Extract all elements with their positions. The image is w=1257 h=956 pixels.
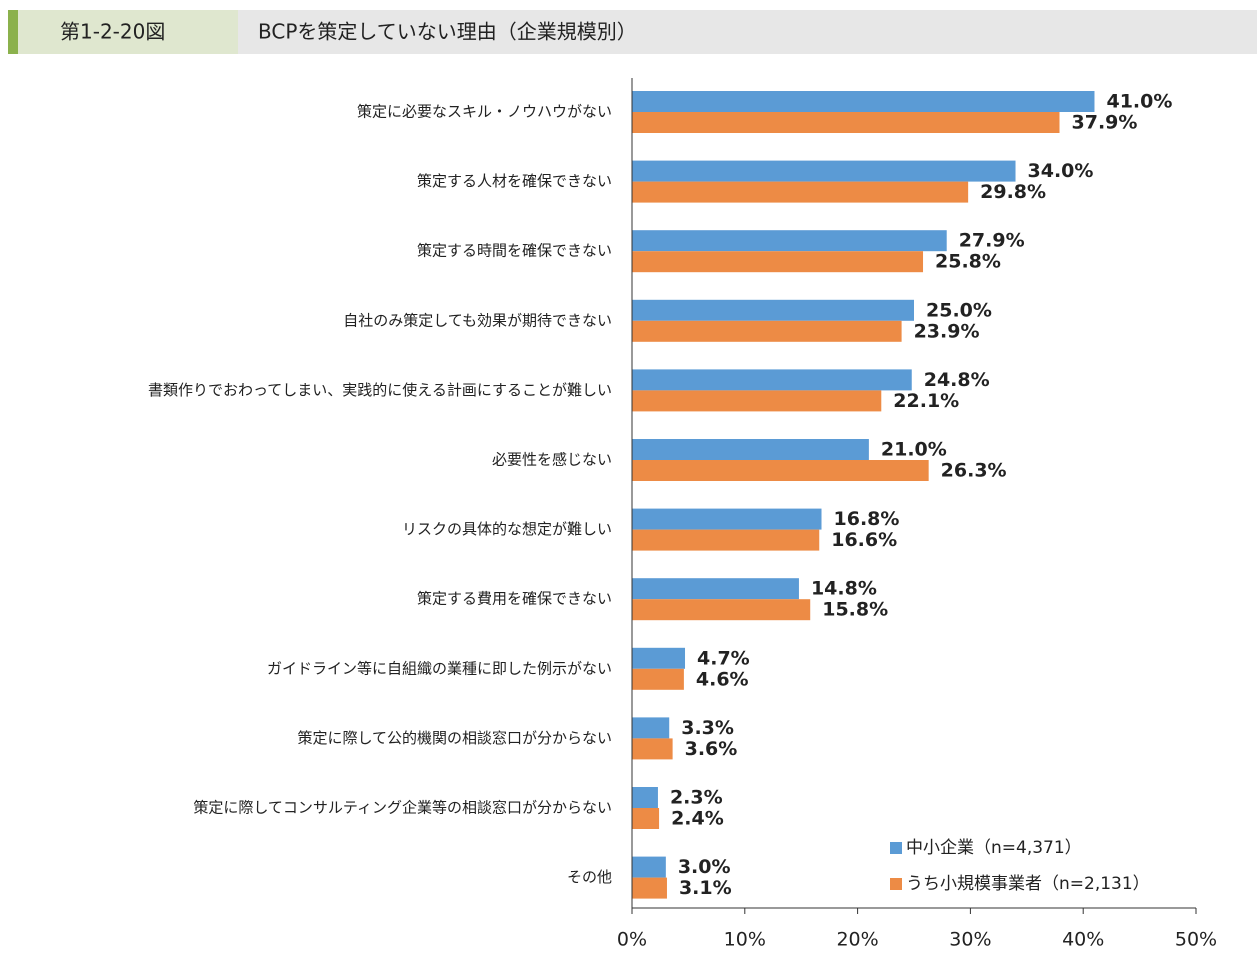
category-label: 策定に必要なスキル・ノウハウがない bbox=[357, 103, 612, 121]
bar bbox=[632, 160, 1016, 182]
category-label: リスクの具体的な想定が難しい bbox=[402, 520, 612, 538]
bar bbox=[632, 647, 686, 669]
bar bbox=[632, 91, 1095, 112]
value-label: 24.8% bbox=[924, 369, 990, 391]
value-label: 3.6% bbox=[685, 738, 738, 760]
chart-title: BCPを策定していない理由（企業規模別） bbox=[258, 20, 637, 44]
value-label: 37.9% bbox=[1072, 112, 1138, 134]
value-label: 3.3% bbox=[681, 717, 734, 739]
bar bbox=[632, 717, 670, 739]
x-tick-label: 10% bbox=[724, 929, 766, 951]
x-tick-label: 40% bbox=[1062, 929, 1104, 951]
value-label: 14.8% bbox=[811, 578, 877, 600]
bar bbox=[632, 877, 667, 899]
bar bbox=[632, 668, 684, 690]
bar bbox=[632, 599, 811, 621]
category-label: 必要性を感じない bbox=[492, 451, 612, 469]
figure-label-box bbox=[8, 10, 238, 54]
bar bbox=[632, 856, 666, 878]
bar bbox=[632, 369, 912, 391]
value-label: 4.7% bbox=[697, 647, 750, 669]
category-label: 策定に際してコンサルティング企業等の相談窓口が分からない bbox=[193, 799, 612, 817]
bar bbox=[632, 390, 882, 412]
legend-swatch bbox=[890, 878, 902, 890]
category-label: その他 bbox=[567, 868, 612, 886]
value-label: 27.9% bbox=[959, 230, 1025, 252]
category-label: 策定する費用を確保できない bbox=[417, 590, 612, 608]
value-label: 3.1% bbox=[679, 877, 732, 899]
value-label: 4.6% bbox=[696, 668, 749, 690]
category-label: ガイドライン等に自組織の業種に即した例示がない bbox=[267, 659, 612, 677]
bar bbox=[632, 181, 969, 203]
figure-label: 第1-2-20図 bbox=[60, 20, 165, 44]
value-label: 16.6% bbox=[831, 529, 897, 551]
category-label: 策定に際して公的機関の相談窓口が分からない bbox=[297, 729, 612, 747]
bar bbox=[632, 439, 869, 460]
x-tick-label: 0% bbox=[617, 929, 647, 951]
value-label: 41.0% bbox=[1106, 91, 1172, 113]
value-label: 15.8% bbox=[822, 599, 888, 621]
bar bbox=[632, 460, 929, 481]
category-label: 策定する時間を確保できない bbox=[417, 242, 612, 260]
legend-label: うち小規模事業者（n=2,131） bbox=[906, 874, 1150, 894]
bar bbox=[632, 251, 924, 273]
value-label: 2.3% bbox=[670, 787, 723, 809]
value-label: 21.0% bbox=[881, 439, 947, 461]
value-label: 29.8% bbox=[980, 181, 1046, 203]
value-label: 25.8% bbox=[935, 251, 1001, 273]
category-label: 策定する人材を確保できない bbox=[417, 172, 612, 190]
value-label: 25.0% bbox=[926, 299, 992, 321]
bar bbox=[632, 578, 799, 600]
bar bbox=[632, 508, 822, 530]
category-label: 自社のみ策定しても効果が期待できない bbox=[343, 311, 612, 329]
bar bbox=[632, 787, 658, 808]
value-label: 26.3% bbox=[941, 460, 1007, 482]
bar bbox=[632, 529, 820, 551]
bar bbox=[632, 738, 673, 760]
value-label: 3.0% bbox=[678, 856, 731, 878]
x-tick-label: 50% bbox=[1175, 929, 1217, 951]
value-label: 23.9% bbox=[914, 320, 980, 342]
bar bbox=[632, 808, 660, 829]
bar bbox=[632, 230, 947, 252]
value-label: 34.0% bbox=[1028, 160, 1094, 182]
value-label: 2.4% bbox=[671, 808, 724, 830]
bar bbox=[632, 299, 914, 321]
x-tick-label: 30% bbox=[949, 929, 991, 951]
x-tick-label: 20% bbox=[836, 929, 878, 951]
bar bbox=[632, 112, 1060, 133]
legend-swatch bbox=[890, 842, 902, 854]
category-label: 書類作りでおわってしまい、実践的に使える計画にすることが難しい bbox=[148, 381, 612, 399]
value-label: 16.8% bbox=[834, 508, 900, 530]
value-label: 22.1% bbox=[893, 390, 959, 412]
legend-label: 中小企業（n=4,371） bbox=[906, 838, 1082, 858]
header-accent bbox=[8, 10, 18, 54]
bar bbox=[632, 320, 902, 342]
